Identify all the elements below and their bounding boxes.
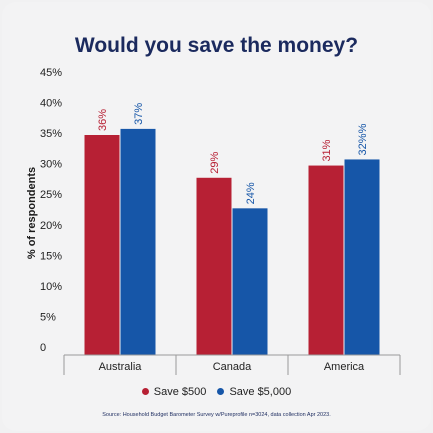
y-tick-label: 10% bbox=[40, 281, 62, 293]
bar-australia-series1 bbox=[84, 135, 120, 355]
bar-america-series1 bbox=[308, 165, 344, 355]
x-category-label: Australia bbox=[99, 361, 143, 373]
y-axis-label: % of respondents bbox=[26, 167, 38, 259]
x-category-label: Canada bbox=[213, 361, 252, 373]
data-label: 32%% bbox=[357, 123, 369, 155]
bars: 36% 37% 29% 24% 31% 32%% bbox=[84, 103, 380, 355]
y-tick-label: 0 bbox=[40, 342, 46, 354]
y-tick-label: 15% bbox=[40, 250, 62, 262]
legend-label-series2: Save $5,000 bbox=[229, 386, 292, 398]
y-tick-label: 45% bbox=[40, 67, 62, 79]
bar-canada-series2 bbox=[232, 208, 268, 355]
legend: Save $500 Save $5,000 bbox=[0, 386, 433, 398]
legend-swatch-series2 bbox=[217, 388, 225, 395]
y-tick-label: 25% bbox=[40, 189, 62, 201]
data-label: 37% bbox=[133, 103, 145, 125]
bar-america-series2 bbox=[344, 159, 380, 355]
bar-canada-series1 bbox=[196, 177, 232, 355]
chart-title: Would you save the money? bbox=[74, 34, 359, 57]
y-tick-label: 5% bbox=[40, 311, 56, 323]
data-label: 29% bbox=[209, 152, 221, 174]
bar-australia-series2 bbox=[120, 128, 156, 355]
legend-item-series2: Save $5,000 bbox=[217, 386, 291, 398]
data-label: 24% bbox=[245, 182, 257, 204]
data-label: 36% bbox=[97, 109, 109, 131]
legend-item-series1: Save $500 bbox=[141, 386, 207, 398]
y-axis-ticks: 0 5% 10% 15% 20% 25% 30% 35% 40% 45% bbox=[40, 67, 62, 354]
legend-swatch-series1 bbox=[141, 388, 149, 395]
source-note: Source: Household Budget Barometer Surve… bbox=[102, 412, 331, 418]
y-tick-label: 40% bbox=[40, 98, 62, 110]
x-axis: Australia Canada America bbox=[63, 354, 401, 375]
legend-label-series1: Save $500 bbox=[153, 386, 207, 398]
y-tick-label: 35% bbox=[40, 128, 62, 140]
data-label: 31% bbox=[321, 139, 333, 161]
y-tick-label: 20% bbox=[40, 220, 62, 232]
y-tick-label: 30% bbox=[40, 159, 62, 171]
x-category-label: America bbox=[324, 361, 365, 373]
